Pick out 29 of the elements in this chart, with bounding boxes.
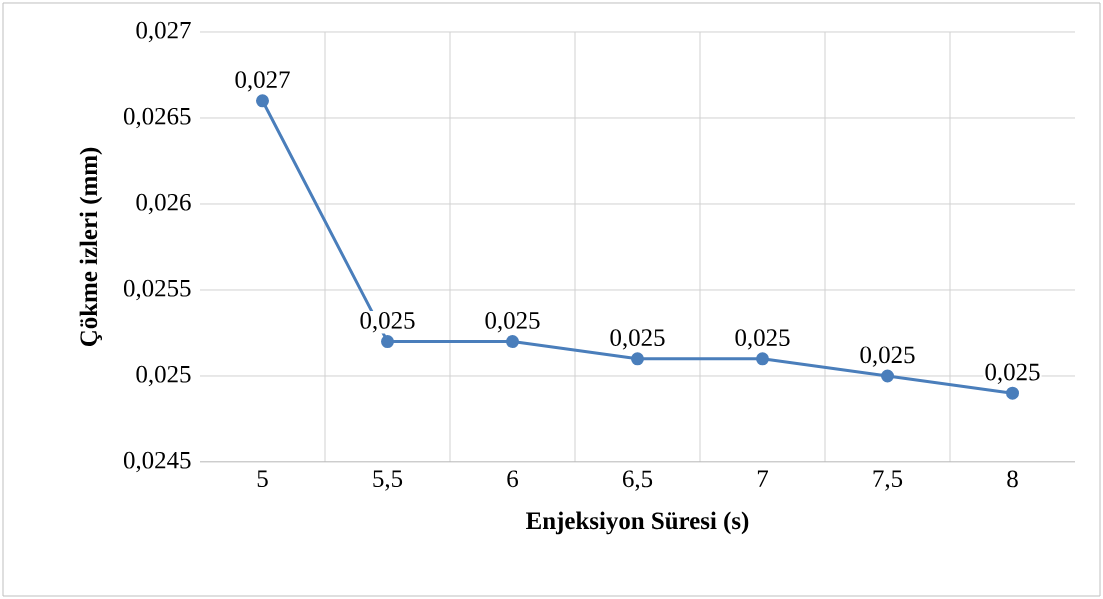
- data-label: 0,027: [235, 71, 290, 92]
- y-axis-title: Çökme izleri (mm): [79, 147, 103, 347]
- data-label: 0,025: [860, 346, 915, 367]
- x-tick-label: 6: [507, 470, 518, 488]
- y-tick-label: 0,0255: [123, 279, 191, 301]
- point: [381, 335, 394, 349]
- data-label: 0,025: [485, 312, 540, 333]
- point: [256, 94, 269, 108]
- point: [506, 335, 519, 349]
- point: [1006, 386, 1020, 400]
- point: [756, 352, 770, 366]
- point: [881, 369, 895, 383]
- y-tick-label: 0,027: [136, 21, 191, 43]
- data-label: 0,025: [985, 363, 1040, 384]
- x-tick-label: 5: [257, 470, 268, 488]
- data-label: 0,025: [360, 312, 415, 333]
- y-tick-label: 0,0265: [123, 107, 191, 129]
- data-label: 0,025: [735, 329, 790, 350]
- point: [631, 352, 644, 366]
- x-tick-label: 7,5: [873, 470, 903, 491]
- y-tick-label: 0,025: [136, 365, 191, 387]
- x-axis-title: Enjeksiyon Süresi (s): [526, 511, 749, 535]
- x-tick-label: 7: [757, 470, 769, 487]
- x-tick-label: 6,5: [623, 470, 653, 491]
- y-tick-label: 0,0245: [123, 451, 191, 473]
- x-tick-label: 8: [1007, 470, 1018, 488]
- data-label: 0,025: [610, 329, 665, 350]
- y-tick-label: 0,026: [136, 193, 191, 215]
- x-tick-label: 5,5: [373, 470, 403, 491]
